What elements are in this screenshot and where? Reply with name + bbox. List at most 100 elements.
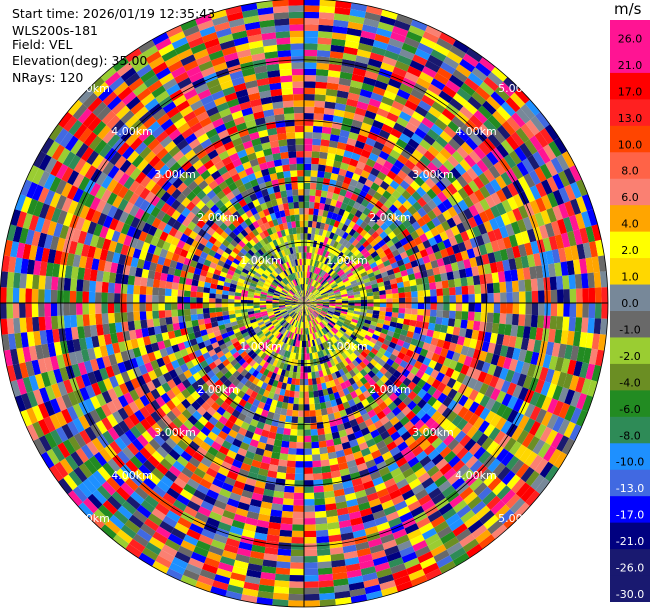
- gate-cell: [65, 226, 76, 241]
- gate-cell: [198, 275, 207, 282]
- gate-cell: [197, 133, 209, 144]
- gate-cell: [49, 413, 62, 430]
- gate-cell: [310, 279, 315, 286]
- gate-cell: [270, 263, 277, 271]
- gate-cell: [344, 318, 352, 324]
- gate-cell: [297, 314, 301, 322]
- gate-cell: [197, 368, 207, 378]
- gate-cell: [215, 568, 232, 579]
- gate-cell: [121, 446, 135, 460]
- gate-cell: [335, 96, 348, 105]
- gate-cell: [331, 226, 338, 234]
- gate-cell: [365, 158, 376, 168]
- gate-cell: [247, 396, 256, 405]
- gate-cell: [352, 529, 367, 539]
- gate-cell: [156, 480, 170, 493]
- gate-cell: [487, 476, 502, 492]
- gate-cell: [327, 185, 336, 193]
- gate-cell: [237, 390, 246, 399]
- gate-cell: [598, 334, 607, 351]
- gate-cell: [247, 303, 254, 306]
- gate-cell: [34, 373, 45, 390]
- gate-cell: [106, 192, 118, 206]
- gate-cell: [292, 296, 299, 301]
- gate-cell: [399, 416, 410, 426]
- gate-cell: [339, 336, 347, 344]
- gate-cell: [304, 473, 314, 481]
- gate-cell: [466, 347, 476, 358]
- gate-cell: [225, 340, 233, 348]
- gate-cell: [193, 105, 207, 117]
- gate-cell: [325, 400, 332, 409]
- gate-cell: [156, 238, 166, 249]
- gate-cell: [335, 235, 342, 243]
- gate-cell: [111, 230, 121, 243]
- gate-cell: [278, 223, 285, 231]
- gate-cell: [25, 303, 32, 318]
- gate-cell: [251, 459, 262, 469]
- gate-cell: [248, 313, 256, 318]
- gate-cell: [306, 308, 309, 315]
- gate-cell: [215, 303, 222, 308]
- gate-cell: [279, 306, 286, 309]
- gate-cell: [240, 258, 248, 266]
- gate-cell: [352, 223, 360, 232]
- gate-cell: [355, 337, 363, 344]
- gate-cell: [237, 149, 248, 159]
- gate-cell: [274, 290, 281, 294]
- gate-cell: [355, 415, 365, 425]
- gate-cell: [188, 456, 201, 468]
- gate-cell: [285, 300, 292, 302]
- gate-cell: [269, 172, 278, 181]
- gate-cell: [524, 403, 536, 418]
- gate-cell: [275, 238, 282, 246]
- gate-cell: [314, 351, 319, 359]
- gate-cell: [290, 358, 296, 366]
- gate-cell: [282, 498, 294, 506]
- gate-cell: [147, 244, 157, 255]
- gate-cell: [397, 401, 407, 412]
- gate-cell: [286, 295, 293, 299]
- gate-cell: [361, 513, 375, 524]
- gate-cell: [261, 287, 269, 292]
- gate-cell: [129, 137, 143, 151]
- gate-cell: [311, 435, 319, 443]
- gate-cell: [304, 448, 312, 455]
- gate-cell: [162, 168, 175, 181]
- gate-cell: [230, 261, 239, 269]
- gate-cell: [293, 397, 299, 405]
- gate-cell: [310, 287, 316, 293]
- gate-cell: [294, 340, 299, 347]
- gate-cell: [295, 314, 299, 321]
- gate-cell: [354, 326, 362, 332]
- gate-cell: [348, 581, 365, 591]
- gate-cell: [333, 312, 341, 317]
- gate-cell: [250, 246, 258, 254]
- gate-cell: [191, 195, 201, 206]
- gate-cell: [304, 530, 317, 538]
- gate-cell: [329, 305, 336, 308]
- gate-cell: [202, 292, 210, 298]
- gate-cell: [324, 257, 330, 265]
- gate-cell: [134, 171, 147, 184]
- gate-cell: [186, 478, 200, 490]
- gate-cell: [180, 270, 188, 278]
- gate-cell: [330, 44, 345, 53]
- gate-cell: [171, 406, 182, 418]
- gate-cell: [107, 165, 120, 179]
- gate-cell: [499, 345, 509, 358]
- gate-cell: [311, 326, 316, 334]
- gate-cell: [83, 459, 98, 475]
- gate-cell: [293, 295, 299, 300]
- gate-cell: [266, 295, 273, 298]
- gate-cell: [343, 421, 352, 430]
- gate-cell: [162, 515, 178, 528]
- gate-cell: [446, 50, 463, 64]
- gate-cell: [367, 465, 379, 475]
- gate-cell: [236, 373, 245, 382]
- gate-cell: [281, 196, 289, 204]
- gate-cell: [442, 434, 455, 447]
- gate-cell: [257, 321, 265, 326]
- gate-cell: [423, 460, 436, 473]
- gate-cell: [371, 374, 381, 383]
